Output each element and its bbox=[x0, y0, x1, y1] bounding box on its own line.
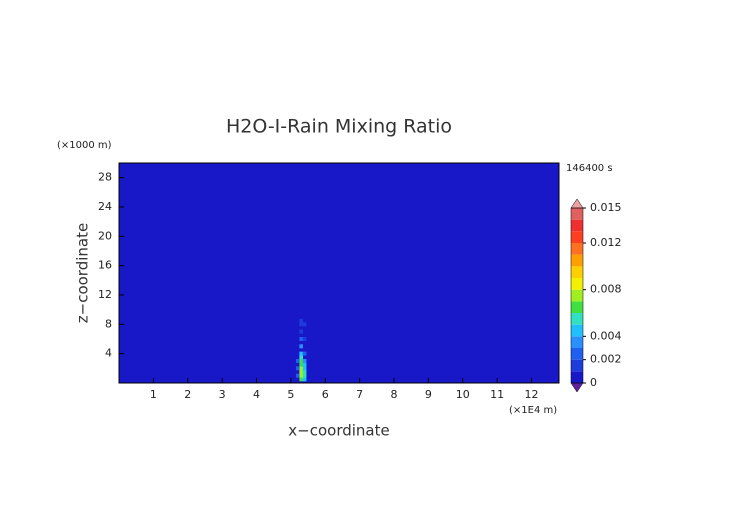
heat-cell bbox=[295, 366, 300, 371]
colorbar-under bbox=[570, 382, 584, 393]
plot-background bbox=[119, 163, 559, 383]
heat-cell bbox=[299, 355, 303, 360]
heat-cell bbox=[299, 373, 303, 378]
x-tick-label: 2 bbox=[184, 388, 191, 401]
x-tick-label: 10 bbox=[456, 388, 470, 401]
colorbar-band bbox=[571, 324, 583, 337]
heat-cell bbox=[302, 373, 307, 378]
heat-cell bbox=[302, 351, 307, 356]
heat-cell bbox=[299, 329, 303, 334]
x-tick-label: 8 bbox=[391, 388, 398, 401]
x-tick-label: 4 bbox=[253, 388, 260, 401]
heat-cell bbox=[299, 337, 303, 341]
heat-cell bbox=[299, 344, 303, 349]
y-tick-label: 12 bbox=[98, 288, 112, 301]
heat-cell bbox=[299, 377, 303, 382]
y-tick-label: 16 bbox=[98, 259, 112, 272]
heat-cell bbox=[299, 362, 303, 367]
plot-frame bbox=[118, 162, 560, 384]
heat-cell bbox=[299, 318, 303, 323]
heat-cell bbox=[299, 322, 303, 327]
x-tick-label: 7 bbox=[356, 388, 363, 401]
y-tick-label: 8 bbox=[105, 317, 112, 330]
heat-cell bbox=[299, 351, 303, 356]
heat-cell bbox=[299, 366, 303, 371]
colorbar-band bbox=[571, 289, 583, 302]
time-label: 146400 s bbox=[566, 163, 613, 174]
x-tick-label: 5 bbox=[287, 388, 294, 401]
x-unit: (×1E4 m) bbox=[509, 405, 557, 416]
heat-cell bbox=[299, 315, 303, 319]
colorbar-band bbox=[571, 243, 583, 255]
heat-cell bbox=[302, 377, 307, 382]
x-tick-label: 1 bbox=[150, 388, 157, 401]
colorbar-band bbox=[571, 231, 583, 243]
heat-cell bbox=[302, 366, 307, 371]
colorbar-band bbox=[571, 254, 583, 267]
colorbar-band bbox=[571, 313, 583, 325]
colorbar-band bbox=[571, 278, 583, 290]
heat-cell bbox=[299, 370, 303, 374]
x-tick-label: 11 bbox=[490, 388, 504, 401]
heat-cell bbox=[295, 373, 300, 378]
colorbar-tick-label: 0.002 bbox=[590, 353, 622, 366]
colorbar-band bbox=[571, 348, 583, 360]
chart-title: H2O-I-Rain Mixing Ratio bbox=[226, 116, 452, 138]
colorbar-band bbox=[571, 359, 583, 372]
colorbar-over bbox=[570, 198, 584, 209]
heat-cell bbox=[299, 359, 303, 363]
colorbar-band bbox=[571, 336, 583, 348]
y-tick-label: 28 bbox=[98, 171, 112, 184]
colorbar-tick-label: 0.008 bbox=[590, 283, 622, 296]
colorbar-band bbox=[571, 266, 583, 278]
x-axis-label: x−coordinate bbox=[288, 422, 389, 440]
y-tick-label: 4 bbox=[105, 347, 112, 360]
heat-cell bbox=[302, 322, 307, 327]
heat-cell bbox=[302, 362, 307, 367]
x-tick-label: 12 bbox=[525, 388, 539, 401]
y-axis-label: z−coordinate bbox=[74, 223, 92, 323]
heat-cell bbox=[302, 370, 307, 374]
colorbar-band bbox=[571, 219, 583, 232]
colorbar-frame bbox=[570, 207, 584, 384]
colorbar-tick-label: 0.012 bbox=[590, 236, 622, 249]
colorbar-band bbox=[571, 301, 583, 313]
colorbar-band bbox=[571, 371, 583, 383]
x-tick-label: 9 bbox=[425, 388, 432, 401]
colorbar-band bbox=[571, 208, 583, 220]
x-tick-label: 6 bbox=[322, 388, 329, 401]
heat-cell bbox=[302, 337, 307, 341]
y-tick-label: 20 bbox=[98, 229, 112, 242]
y-unit: (×1000 m) bbox=[57, 140, 112, 151]
y-tick-label: 24 bbox=[98, 200, 112, 213]
x-tick-label: 3 bbox=[219, 388, 226, 401]
colorbar-tick-label: 0.004 bbox=[590, 329, 622, 342]
colorbar-tick-label: 0 bbox=[590, 376, 597, 389]
heat-cell bbox=[302, 359, 307, 363]
colorbar-tick-label: 0.015 bbox=[590, 201, 622, 214]
heat-cell bbox=[295, 359, 300, 363]
